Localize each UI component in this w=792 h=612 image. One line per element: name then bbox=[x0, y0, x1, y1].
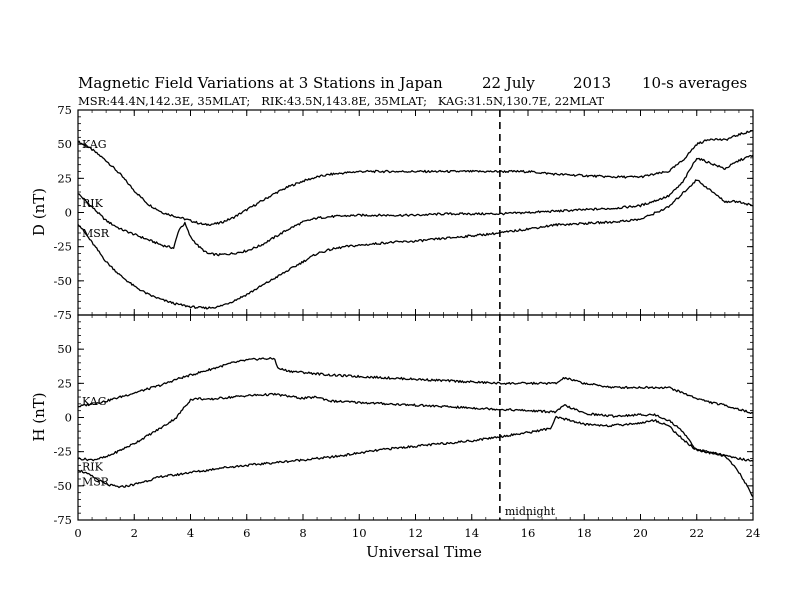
figure-averaging: 10-s averages bbox=[642, 74, 747, 92]
top-panel: -75 -50 -25 0 25 50 75 KAG RIK MSR bbox=[53, 103, 754, 322]
series-line-kag bbox=[77, 357, 754, 415]
y-tick-label: 50 bbox=[57, 137, 72, 151]
x-tick-label: 22 bbox=[689, 526, 704, 540]
x-tick-label: 4 bbox=[187, 526, 194, 540]
y-tick-label: -75 bbox=[53, 308, 72, 322]
series-label-msr: MSR bbox=[82, 227, 110, 240]
x-tick-label: 10 bbox=[352, 526, 367, 540]
y-tick-label: 0 bbox=[65, 411, 72, 425]
series-label-kag: KAG bbox=[82, 395, 107, 408]
series-label-rik: RIK bbox=[82, 197, 104, 210]
y-tick-label: 0 bbox=[65, 206, 72, 220]
series-label-msr: MSR bbox=[82, 476, 110, 489]
bottom-panel-frame bbox=[77, 314, 754, 521]
series-line-msr bbox=[77, 179, 754, 310]
top-panel-frame bbox=[77, 109, 754, 316]
series-label-kag: KAG bbox=[82, 138, 107, 151]
midnight-label: midnight bbox=[505, 505, 556, 518]
series-line-rik bbox=[77, 392, 754, 462]
y-tick-label: 50 bbox=[57, 342, 72, 356]
x-tick-label: 18 bbox=[577, 526, 592, 540]
y-tick-label: 25 bbox=[57, 376, 72, 390]
figure-date-day: 22 July bbox=[482, 74, 535, 92]
x-tick-label: 20 bbox=[633, 526, 648, 540]
y-tick-label: 25 bbox=[57, 171, 72, 185]
x-tick-label: 16 bbox=[521, 526, 536, 540]
figure-date-year: 2013 bbox=[573, 74, 611, 92]
y-tick-label: -50 bbox=[53, 274, 72, 288]
series-line-msr bbox=[77, 415, 754, 498]
y-tick-label: -50 bbox=[53, 479, 72, 493]
figure-title: Magnetic Field Variations at 3 Stations … bbox=[78, 74, 443, 92]
series-line-rik bbox=[77, 154, 754, 257]
bottom-y-axis-label: H (nT) bbox=[30, 392, 48, 441]
x-tick-label: 8 bbox=[299, 526, 306, 540]
x-axis-label: Universal Time bbox=[366, 543, 482, 561]
x-tick-label: 6 bbox=[243, 526, 250, 540]
x-tick-label: 24 bbox=[746, 526, 761, 540]
stations-info: MSR:44.4N,142.3E, 35MLAT; RIK:43.5N,143.… bbox=[78, 94, 604, 108]
x-tick-label: 0 bbox=[74, 526, 81, 540]
x-tick-label: 12 bbox=[408, 526, 423, 540]
y-tick-label: 75 bbox=[57, 103, 72, 117]
y-tick-label: -25 bbox=[53, 240, 72, 254]
y-tick-label: -25 bbox=[53, 445, 72, 459]
series-line-kag bbox=[77, 129, 754, 226]
y-tick-label: -75 bbox=[53, 513, 72, 527]
top-y-axis-label: D (nT) bbox=[30, 188, 48, 236]
x-tick-label: 2 bbox=[131, 526, 138, 540]
x-tick-label: 14 bbox=[464, 526, 479, 540]
series-label-rik: RIK bbox=[82, 461, 104, 474]
